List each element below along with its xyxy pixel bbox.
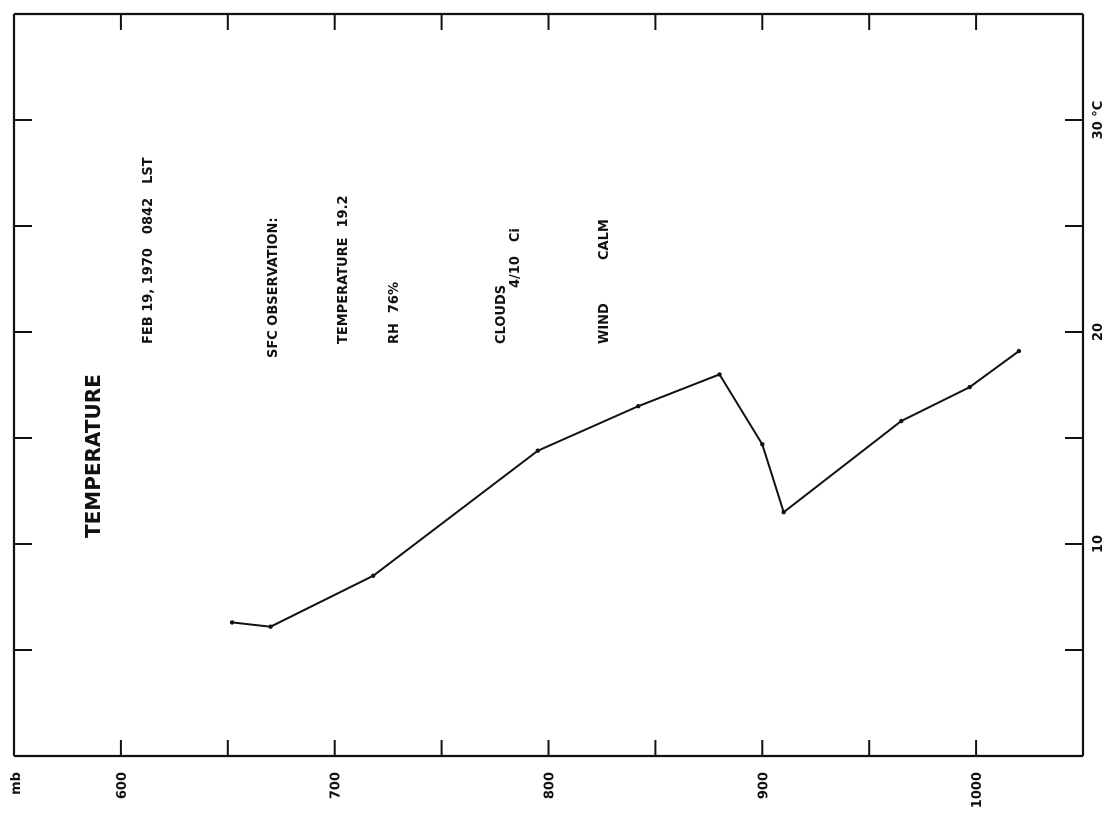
- temperature-data-point: [781, 510, 786, 515]
- pressure-tick-label: 600: [115, 772, 130, 799]
- sfc-observation-label: SFC OBSERVATION:: [266, 217, 281, 358]
- axis-ticks: 600 700 800 900 1000 mb 10 20 30 °C: [9, 14, 1106, 808]
- temperature-data-point: [1016, 348, 1022, 354]
- wind-value: CALM: [597, 219, 612, 260]
- temperature-observation: TEMPERATURE 19.2: [336, 195, 351, 344]
- clouds-observation: 4/10 Ci: [508, 228, 523, 288]
- temperature-data-point: [636, 404, 641, 409]
- temperature-tick-label: 10: [1091, 535, 1106, 553]
- chart-title: TEMPERATURE: [81, 374, 105, 538]
- temperature-profile: [229, 348, 1022, 629]
- pressure-tick-label: 800: [543, 772, 558, 799]
- clouds-value: 4/10: [508, 256, 523, 288]
- temperature-label: TEMPERATURE: [336, 238, 351, 344]
- pressure-tick-label: 700: [329, 772, 344, 799]
- temperature-value: 19.2: [336, 195, 351, 227]
- clouds-label: CLOUDS: [494, 285, 509, 344]
- temperature-profile-line: [231, 350, 1020, 628]
- rh-label: RH: [387, 323, 402, 344]
- date-annotation: FEB 19, 1970 0842 LST: [141, 157, 156, 344]
- date-text: FEB 19, 1970: [141, 248, 156, 344]
- temperature-tick-label: 30 °C: [1091, 101, 1106, 140]
- temperature-tick-label: 20: [1091, 323, 1106, 341]
- temperature-data-point: [899, 418, 904, 424]
- pressure-tick-label: 1000: [970, 772, 985, 808]
- temperature-data-point: [760, 442, 765, 447]
- temperature-data-point: [535, 448, 541, 453]
- temperature-data-point: [967, 384, 972, 390]
- temperature-data-point: [229, 620, 235, 625]
- temperature-data-point: [268, 624, 273, 629]
- plot-frame: [12, 12, 1085, 758]
- time-text: 0842: [141, 198, 156, 234]
- pressure-unit-label: mb: [9, 772, 24, 795]
- time-zone-text: LST: [141, 157, 156, 184]
- clouds-type: Ci: [508, 228, 523, 242]
- temperature-data-point: [717, 372, 722, 377]
- rh-observation: RH 76%: [387, 282, 402, 344]
- temperature-data-point: [370, 573, 376, 578]
- pressure-tick-label: 900: [756, 772, 771, 799]
- wind-label: WIND: [597, 303, 612, 344]
- rh-value: 76%: [387, 282, 402, 313]
